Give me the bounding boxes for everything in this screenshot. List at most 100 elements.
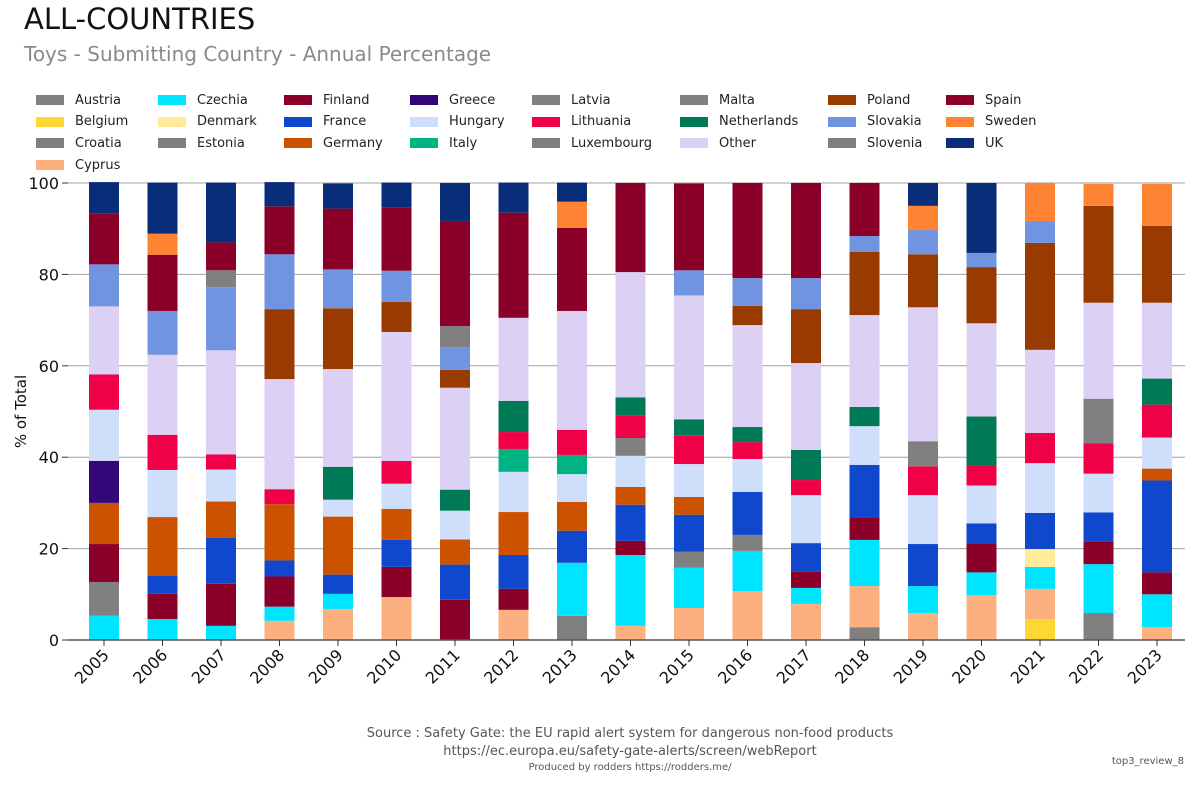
bar-2021-france (1025, 512, 1055, 550)
bar-2012-other (498, 317, 529, 401)
legend-item-slovakia: Slovakia (828, 112, 922, 132)
bar-2018-finland (849, 517, 880, 540)
bar-2011-slovakia (440, 347, 470, 370)
bar-2022-malta (1083, 398, 1114, 444)
bar-2019-sweden (908, 205, 938, 231)
legend-swatch (946, 138, 974, 149)
bar-2020-finland (966, 543, 997, 573)
y-tick-label: 0 (49, 631, 59, 650)
bar-2018-france (849, 464, 880, 518)
bar-2010-france (381, 539, 412, 567)
bar-2023-poland (1142, 225, 1172, 303)
bar-2007-finland (206, 583, 236, 626)
bar-2021-sweden (1025, 183, 1055, 221)
bar-2006-france (147, 576, 178, 594)
bar-2014-other (615, 272, 646, 398)
bar-2012-lithuania (498, 432, 529, 449)
bar-2023-czechia (1142, 594, 1172, 628)
bar-2018-poland (849, 252, 880, 316)
bar-2021-poland (1025, 242, 1055, 350)
bar-2019-slovakia (908, 230, 938, 255)
bar-2008-spain (264, 206, 295, 255)
legend-item-italy: Italy (410, 133, 477, 153)
legend-swatch (158, 116, 186, 127)
bar-2007-czechia (206, 625, 236, 640)
bar-2007-france (206, 537, 236, 584)
bar-2015-other (674, 295, 704, 420)
bar-2011-spain (440, 220, 470, 327)
legend-label: Latvia (571, 92, 611, 108)
bar-2005-greece (89, 460, 119, 503)
bar-2009-uk (323, 183, 353, 209)
bar-2012-finland (498, 588, 529, 610)
bar-2011-netherlands (440, 489, 470, 511)
bar-2017-lithuania (791, 480, 821, 496)
bar-2021-belgium (1025, 618, 1055, 640)
bar-2017-cyprus (791, 603, 821, 640)
legend-swatch (828, 95, 856, 105)
legend-swatch (410, 95, 438, 105)
bar-2009-czechia (323, 593, 353, 609)
bar-2023-other (1142, 302, 1172, 379)
bar-2015-netherlands (674, 419, 704, 436)
bar-2010-finland (381, 566, 412, 598)
legend-item-cyprus: Cyprus (36, 155, 120, 175)
bar-2007-spain (206, 242, 236, 271)
x-tick-label: 2012 (480, 645, 522, 687)
legend-label: Czechia (197, 92, 248, 108)
legend-swatch (828, 116, 856, 127)
legend-item-spain: Spain (946, 90, 1021, 110)
bar-2015-lithuania (674, 435, 704, 465)
legend-swatch (680, 95, 708, 105)
bar-2014-finland (615, 540, 646, 555)
bar-2010-slovakia (381, 270, 412, 302)
bar-2011-poland (440, 369, 470, 388)
bar-2010-other (381, 331, 412, 461)
bar-2017-spain (791, 183, 821, 279)
legend-swatch (284, 95, 312, 105)
bar-2013-hungary (557, 474, 587, 502)
bar-2005-estonia (89, 581, 119, 616)
bar-2021-slovakia (1025, 220, 1055, 243)
bar-2019-france (908, 544, 938, 587)
legend-label: Denmark (197, 114, 257, 130)
bar-2010-hungary (381, 483, 412, 509)
bar-2005-other (89, 306, 119, 375)
figure-tag: top3_review_8 (1111, 756, 1184, 767)
legend-label: Slovakia (867, 114, 922, 130)
bar-2008-czechia (264, 606, 295, 621)
bar-2009-netherlands (323, 466, 353, 500)
legend-item-greece: Greece (410, 90, 495, 110)
x-tick-label: 2005 (71, 645, 113, 687)
bar-2017-poland (791, 309, 821, 364)
bar-2023-sweden (1142, 183, 1172, 226)
bar-2014-spain (615, 183, 646, 273)
bar-2006-slovakia (147, 310, 178, 355)
bar-2010-lithuania (381, 460, 412, 484)
bar-2008-germany (264, 504, 295, 561)
legend-label: Spain (985, 92, 1022, 108)
legend-label: Belgium (75, 114, 129, 130)
bar-2007-germany (206, 501, 236, 538)
legend-swatch (158, 138, 186, 149)
x-tick-label: 2017 (773, 645, 815, 687)
bar-2010-cyprus (381, 597, 412, 640)
legend-swatch (680, 138, 708, 149)
bar-2018-other (849, 315, 880, 407)
bar-2023-lithuania (1142, 404, 1172, 438)
bar-2015-czechia (674, 567, 704, 609)
legend-item-denmark: Denmark (158, 112, 257, 132)
bar-2021-cyprus (1025, 588, 1055, 619)
bar-2023-hungary (1142, 437, 1172, 469)
bar-2015-slovakia (674, 270, 704, 296)
bar-2017-other (791, 363, 821, 450)
bar-2018-austria (849, 627, 880, 640)
x-tick-label: 2007 (188, 645, 230, 687)
bar-2016-france (732, 491, 763, 535)
bar-2016-hungary (732, 459, 763, 492)
legend-item-luxembourg: Luxembourg (532, 133, 652, 153)
bar-2019-other (908, 307, 938, 442)
bar-2008-poland (264, 309, 295, 380)
bar-2013-austria (557, 615, 587, 640)
chart-subtitle: Toys - Submitting Country - Annual Perce… (24, 42, 492, 66)
